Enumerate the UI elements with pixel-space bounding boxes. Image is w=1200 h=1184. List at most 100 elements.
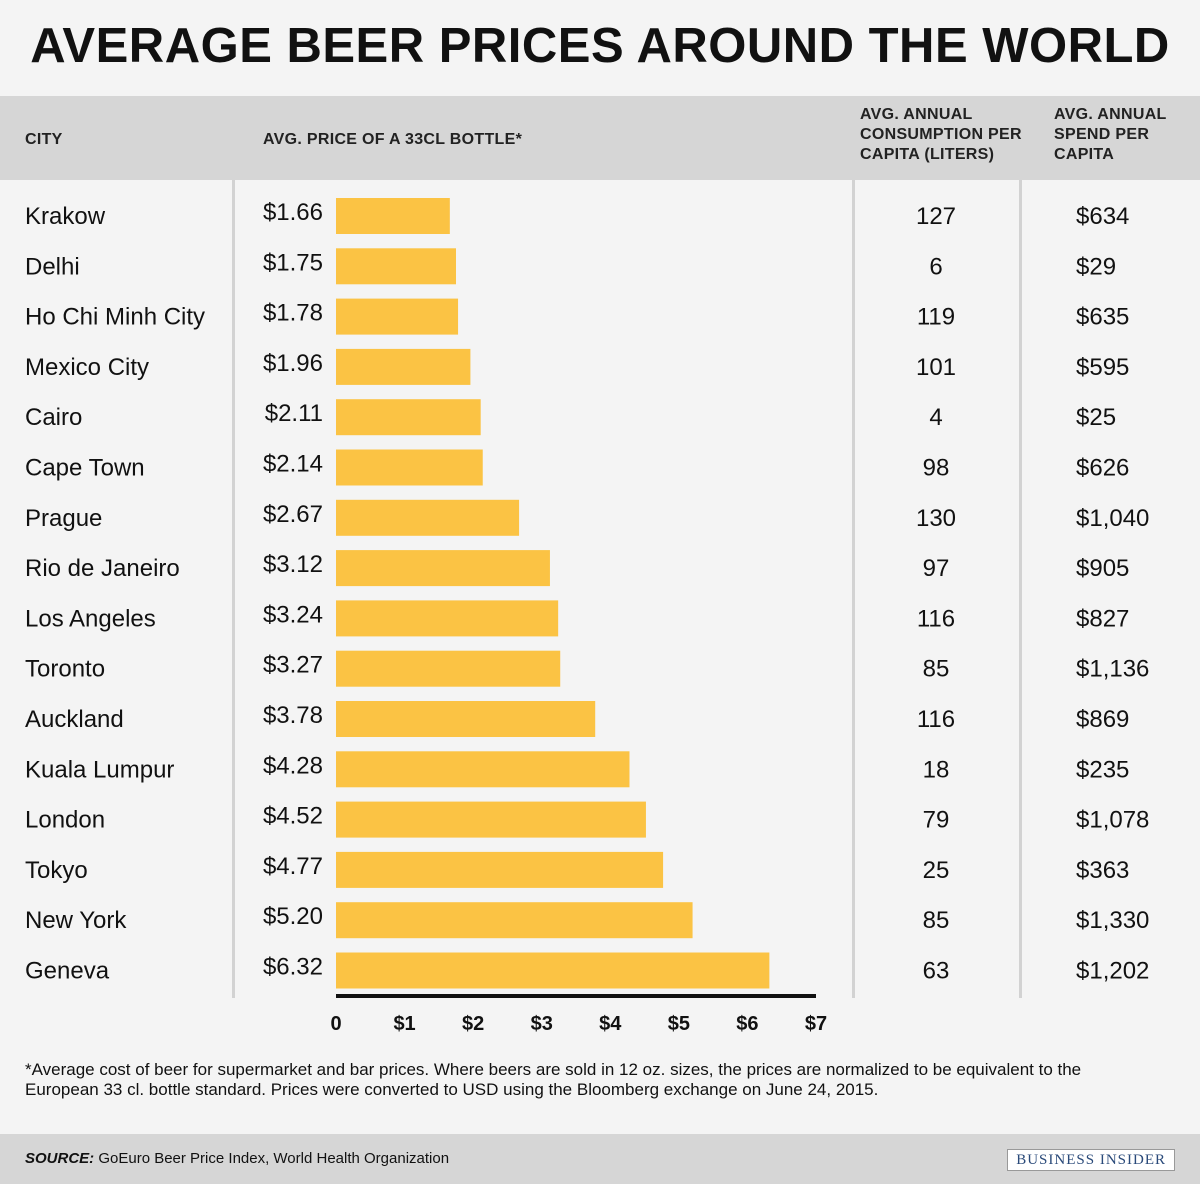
header-consumption-line: AVG. ANNUAL	[860, 106, 973, 123]
spend-value: $905	[1076, 555, 1129, 582]
spend-value: $1,136	[1076, 656, 1149, 683]
city-label: Los Angeles	[25, 605, 156, 632]
city-label: Krakow	[25, 203, 106, 230]
price-value-label: $1.78	[263, 300, 323, 327]
x-tick-label: $6	[736, 1013, 758, 1035]
consumption-value: 85	[923, 907, 950, 934]
spend-value: $363	[1076, 857, 1129, 884]
price-bar	[336, 902, 693, 939]
spend-value: $635	[1076, 304, 1129, 331]
price-bar	[336, 399, 481, 436]
source-label: SOURCE:	[25, 1150, 95, 1167]
city-label: Cape Town	[25, 455, 145, 482]
price-bar	[336, 701, 596, 737]
price-bar	[336, 248, 456, 285]
spend-value: $1,202	[1076, 958, 1149, 985]
column-divider	[852, 180, 855, 998]
price-value-label: $2.11	[265, 400, 323, 427]
price-bar	[336, 851, 664, 888]
price-bar	[336, 751, 630, 788]
consumption-value: 4	[929, 404, 942, 431]
city-label: Kuala Lumpur	[25, 756, 174, 783]
price-value-label: $2.67	[263, 501, 323, 528]
price-value-label: $1.75	[263, 249, 323, 276]
x-tick-label: $5	[668, 1013, 690, 1035]
price-value-label: $3.78	[263, 702, 323, 729]
header-consumption-line: CAPITA (LITERS)	[860, 146, 995, 163]
price-value-label: $2.14	[263, 451, 323, 478]
city-label: Delhi	[25, 253, 80, 280]
city-label: Mexico City	[25, 354, 149, 381]
price-bar	[336, 600, 559, 637]
city-label: Auckland	[25, 706, 124, 733]
spend-value: $1,078	[1076, 807, 1149, 834]
consumption-value: 127	[916, 203, 956, 230]
header-spend: AVG. ANNUAL SPEND PER CAPITA	[1054, 105, 1184, 165]
city-label: Rio de Janeiro	[25, 555, 180, 582]
price-bar	[336, 801, 646, 838]
column-divider	[1019, 180, 1022, 998]
table-header: CITY AVG. PRICE OF A 33CL BOTTLE* AVG. A…	[0, 96, 1200, 180]
footnote: *Average cost of beer for supermarket an…	[25, 1060, 1082, 1099]
x-tick-label: $2	[462, 1013, 484, 1035]
consumption-value: 119	[917, 304, 955, 331]
header-consumption-line: CONSUMPTION PER	[860, 126, 1022, 143]
spend-value: $869	[1076, 706, 1129, 733]
price-value-label: $4.77	[263, 853, 323, 880]
city-label: Geneva	[25, 958, 110, 985]
city-label: Prague	[25, 505, 102, 532]
price-value-label: $3.27	[263, 652, 323, 679]
price-value-label: $6.32	[263, 954, 323, 981]
consumption-value: 6	[929, 253, 942, 280]
consumption-value: 130	[916, 505, 956, 532]
source-text: GoEuro Beer Price Index, World Health Or…	[94, 1150, 450, 1167]
price-value-label: $4.28	[263, 752, 323, 779]
price-value-label: $5.20	[263, 903, 323, 930]
spend-value: $634	[1076, 203, 1129, 230]
source-note: SOURCE: GoEuro Beer Price Index, World H…	[25, 1150, 449, 1167]
consumption-value: 98	[923, 455, 950, 482]
consumption-value: 18	[923, 756, 950, 783]
city-label: London	[25, 807, 105, 834]
price-bar	[336, 650, 561, 687]
spend-value: $25	[1076, 404, 1116, 431]
spend-value: $1,330	[1076, 907, 1149, 934]
price-bar	[336, 348, 471, 385]
consumption-value: 116	[917, 605, 955, 632]
bar-chart: Krakow $1.66 127 $634 Delhi $1.75 6 $29 Ho Chi M…	[25, 198, 1149, 1035]
spend-value: $595	[1076, 354, 1129, 381]
x-tick-label: 0	[330, 1013, 341, 1035]
header-price: AVG. PRICE OF A 33CL BOTTLE*	[263, 131, 523, 148]
price-value-label: $1.66	[263, 199, 323, 226]
city-label: New York	[25, 907, 127, 934]
spend-value: $235	[1076, 756, 1129, 783]
consumption-value: 85	[923, 656, 950, 683]
price-bar	[336, 449, 483, 486]
consumption-value: 97	[923, 555, 950, 582]
price-bar	[336, 952, 770, 989]
spend-value: $29	[1076, 253, 1116, 280]
spend-value: $827	[1076, 605, 1129, 632]
price-value-label: $4.52	[263, 803, 323, 830]
consumption-value: 101	[916, 354, 956, 381]
city-label: Ho Chi Minh City	[25, 304, 205, 331]
price-bar	[336, 198, 450, 234]
x-tick-label: $3	[531, 1013, 553, 1035]
consumption-value: 79	[923, 807, 950, 834]
footer: SOURCE: GoEuro Beer Price Index, World H…	[0, 1134, 1200, 1184]
x-tick-label: $7	[805, 1013, 827, 1035]
price-value-label: $3.12	[263, 551, 323, 578]
x-tick-label: $1	[393, 1013, 415, 1035]
consumption-value: 25	[923, 857, 950, 884]
price-value-label: $3.24	[263, 601, 323, 628]
consumption-value: 63	[923, 958, 950, 985]
spend-value: $626	[1076, 455, 1129, 482]
header-spend-line: CAPITA	[1054, 146, 1115, 163]
header-spend-line: SPEND PER	[1054, 126, 1150, 143]
price-value-label: $1.96	[263, 350, 323, 377]
brand-logo: BUSINESS INSIDER	[1007, 1149, 1175, 1171]
header-spend-line: AVG. ANNUAL	[1054, 106, 1167, 123]
chart-title: AVERAGE BEER PRICES AROUND THE WORLD	[30, 19, 1170, 73]
city-label: Toronto	[25, 656, 105, 683]
column-divider	[232, 180, 235, 998]
